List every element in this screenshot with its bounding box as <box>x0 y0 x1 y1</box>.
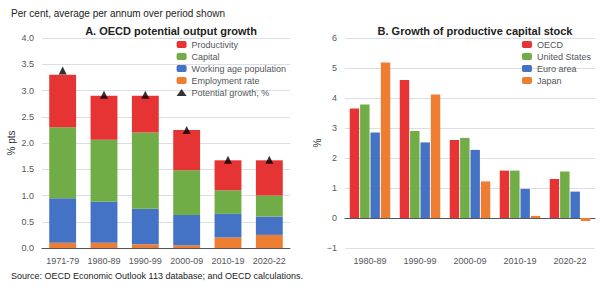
svg-text:5: 5 <box>332 63 337 73</box>
svg-text:3.0: 3.0 <box>21 86 34 96</box>
svg-text:United States: United States <box>537 52 592 62</box>
svg-text:2010-19: 2010-19 <box>503 256 536 266</box>
svg-text:1990-99: 1990-99 <box>403 256 436 266</box>
svg-text:2020-22: 2020-22 <box>553 256 586 266</box>
svg-text:3.5: 3.5 <box>21 59 34 69</box>
svg-text:6: 6 <box>332 33 337 43</box>
svg-text:1.0: 1.0 <box>21 191 34 201</box>
svg-text:Potential growth, %: Potential growth, % <box>192 88 270 98</box>
svg-text:1971-79: 1971-79 <box>46 256 79 266</box>
svg-text:0.5: 0.5 <box>21 217 34 227</box>
svg-text:1990-99: 1990-99 <box>129 256 162 266</box>
svg-text:% pts: % pts <box>6 130 17 155</box>
svg-text:Working age population: Working age population <box>192 64 286 74</box>
svg-text:OECD: OECD <box>537 40 564 50</box>
svg-text:1: 1 <box>332 183 337 193</box>
svg-text:Capital: Capital <box>192 52 220 62</box>
svg-text:Source: OECD Economic Outlook: Source: OECD Economic Outlook 113 databa… <box>11 271 303 281</box>
svg-text:B. Growth of productive capita: B. Growth of productive capital stock <box>378 25 574 37</box>
svg-text:0.0: 0.0 <box>21 243 34 253</box>
svg-text:Euro area: Euro area <box>537 64 577 74</box>
svg-text:Productivity: Productivity <box>192 40 239 50</box>
svg-text:2020-22: 2020-22 <box>253 256 286 266</box>
svg-text:2000-09: 2000-09 <box>453 256 486 266</box>
svg-text:0: 0 <box>332 213 337 223</box>
svg-text:Per cent, average per annum ov: Per cent, average per annum over period … <box>11 8 225 19</box>
svg-text:A. OECD potential output growt: A. OECD potential output growth <box>85 25 257 37</box>
svg-text:2: 2 <box>332 153 337 163</box>
svg-text:Japan: Japan <box>537 76 562 86</box>
svg-text:3: 3 <box>332 123 337 133</box>
svg-text:2.0: 2.0 <box>21 138 34 148</box>
svg-text:1980-89: 1980-89 <box>87 256 120 266</box>
svg-text:1980-89: 1980-89 <box>353 256 386 266</box>
svg-text:Employment rate: Employment rate <box>192 76 260 86</box>
svg-text:2010-19: 2010-19 <box>211 256 244 266</box>
svg-text:1.5: 1.5 <box>21 164 34 174</box>
svg-text:4.0: 4.0 <box>21 33 34 43</box>
svg-text:2.5: 2.5 <box>21 112 34 122</box>
svg-text:4: 4 <box>332 93 337 103</box>
svg-text:%: % <box>312 138 323 147</box>
svg-text:−1: −1 <box>327 243 337 253</box>
svg-text:2000-09: 2000-09 <box>170 256 203 266</box>
